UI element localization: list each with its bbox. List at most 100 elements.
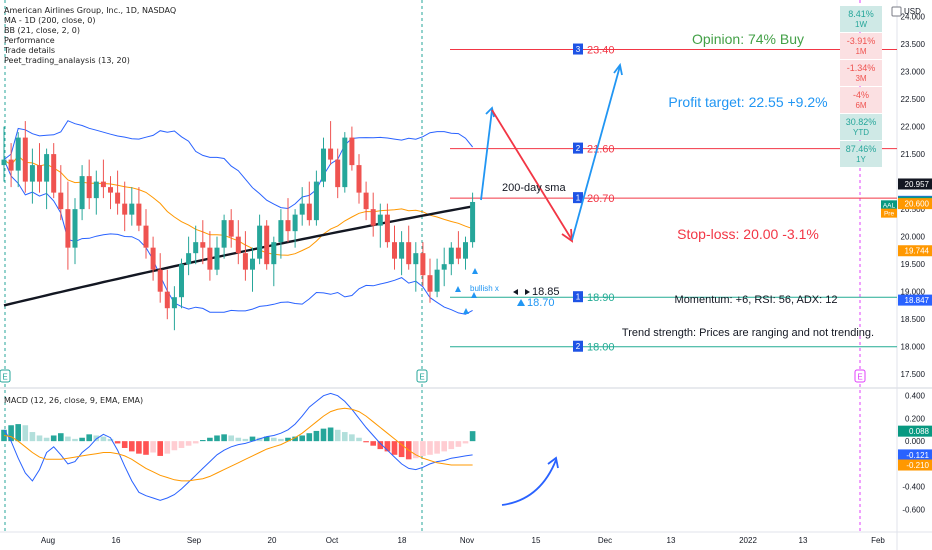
macd-histogram-bar[interactable] bbox=[334, 429, 341, 442]
macd-histogram-bar[interactable] bbox=[29, 432, 36, 442]
macd-histogram-bar[interactable] bbox=[1, 429, 7, 442]
candle[interactable] bbox=[65, 209, 71, 248]
macd-histogram-bar[interactable] bbox=[441, 441, 447, 452]
candle[interactable] bbox=[392, 242, 397, 259]
candle[interactable] bbox=[463, 242, 468, 259]
candle[interactable] bbox=[29, 165, 35, 182]
candle[interactable] bbox=[292, 214, 298, 232]
macd-histogram-bar[interactable] bbox=[114, 441, 121, 444]
candle[interactable] bbox=[79, 176, 85, 210]
macd-histogram-bar[interactable] bbox=[43, 437, 50, 442]
macd-histogram-bar[interactable] bbox=[434, 441, 440, 454]
macd-histogram-bar[interactable] bbox=[129, 441, 135, 452]
candle[interactable] bbox=[448, 247, 454, 265]
macd-histogram-bar[interactable] bbox=[200, 440, 206, 442]
perf-box[interactable] bbox=[840, 114, 882, 140]
macd-histogram-bar[interactable] bbox=[448, 441, 455, 450]
macd-histogram-bar[interactable] bbox=[58, 433, 64, 442]
candle[interactable] bbox=[108, 187, 113, 193]
candle[interactable] bbox=[342, 137, 348, 188]
macd-histogram-bar[interactable] bbox=[377, 441, 384, 450]
candle[interactable] bbox=[228, 220, 234, 237]
earnings-marker[interactable] bbox=[416, 369, 428, 383]
candle[interactable] bbox=[51, 154, 57, 193]
candle[interactable] bbox=[399, 242, 405, 259]
candle[interactable] bbox=[370, 209, 376, 226]
candle[interactable] bbox=[221, 220, 227, 248]
candle[interactable] bbox=[470, 201, 476, 243]
candle[interactable] bbox=[306, 203, 312, 221]
candle[interactable] bbox=[406, 242, 412, 265]
candle[interactable] bbox=[157, 269, 163, 292]
candle[interactable] bbox=[193, 242, 199, 254]
macd-histogram-bar[interactable] bbox=[100, 436, 107, 442]
candle[interactable] bbox=[356, 165, 362, 193]
macd-histogram-bar[interactable] bbox=[50, 435, 57, 442]
macd-histogram-bar[interactable] bbox=[356, 437, 362, 442]
candle[interactable] bbox=[455, 247, 461, 259]
macd-histogram-bar[interactable] bbox=[469, 431, 476, 442]
candle[interactable] bbox=[22, 137, 28, 182]
candle[interactable] bbox=[171, 297, 177, 309]
macd-histogram-bar[interactable] bbox=[370, 441, 376, 446]
macd-histogram-bar[interactable] bbox=[72, 438, 78, 442]
macd-histogram-bar[interactable] bbox=[256, 437, 263, 442]
candle[interactable] bbox=[427, 275, 433, 292]
candle[interactable] bbox=[207, 247, 213, 270]
candle[interactable] bbox=[164, 291, 170, 309]
candle[interactable] bbox=[285, 220, 291, 232]
macd-histogram-bar[interactable] bbox=[249, 436, 256, 442]
macd-histogram-bar[interactable] bbox=[299, 435, 305, 442]
macd-histogram-bar[interactable] bbox=[15, 424, 21, 442]
candle[interactable] bbox=[136, 203, 142, 226]
macd-histogram-bar[interactable] bbox=[150, 441, 156, 453]
macd-histogram-bar[interactable] bbox=[242, 438, 249, 442]
macd-histogram-bar[interactable] bbox=[363, 441, 369, 443]
macd-histogram-bar[interactable] bbox=[420, 441, 426, 456]
macd-histogram-bar[interactable] bbox=[8, 425, 14, 442]
candle[interactable] bbox=[186, 253, 192, 265]
macd-histogram-bar[interactable] bbox=[143, 441, 149, 455]
macd-legend[interactable]: MACD (12, 26, close, 9, EMA, EMA) bbox=[4, 396, 144, 405]
candle[interactable] bbox=[363, 192, 369, 210]
earnings-marker[interactable] bbox=[0, 369, 11, 383]
macd-histogram-bar[interactable] bbox=[36, 435, 43, 442]
candle[interactable] bbox=[86, 176, 92, 199]
indicator-trade-details[interactable]: Trade details bbox=[4, 46, 56, 55]
candle[interactable] bbox=[72, 209, 78, 248]
macd-histogram-bar[interactable] bbox=[192, 441, 199, 444]
candle[interactable] bbox=[122, 203, 128, 215]
candle[interactable] bbox=[1, 159, 7, 166]
perf-box[interactable] bbox=[840, 60, 882, 86]
candle[interactable] bbox=[328, 148, 334, 160]
candle[interactable] bbox=[58, 192, 64, 210]
candle[interactable] bbox=[349, 137, 355, 166]
perf-box[interactable] bbox=[840, 6, 882, 32]
candle[interactable] bbox=[143, 225, 149, 248]
macd-histogram-bar[interactable] bbox=[271, 437, 277, 442]
candle[interactable] bbox=[150, 247, 156, 270]
macd-histogram-bar[interactable] bbox=[398, 441, 405, 458]
perf-box[interactable] bbox=[840, 87, 882, 113]
indicator-peet[interactable]: Peet_trading_analaysis (13, 20) bbox=[4, 56, 130, 65]
macd-histogram-bar[interactable] bbox=[306, 433, 313, 442]
candle[interactable] bbox=[8, 159, 14, 171]
macd-histogram-bar[interactable] bbox=[342, 432, 348, 442]
macd-histogram-bar[interactable] bbox=[292, 436, 298, 442]
candle[interactable] bbox=[321, 148, 326, 182]
candle[interactable] bbox=[413, 253, 419, 265]
macd-histogram-bar[interactable] bbox=[384, 441, 391, 452]
indicator-bb[interactable]: BB (21, close, 2, 0) bbox=[4, 26, 80, 35]
macd-histogram-bar[interactable] bbox=[65, 436, 71, 442]
macd-histogram-bar[interactable] bbox=[121, 441, 128, 448]
macd-histogram-bar[interactable] bbox=[313, 430, 320, 442]
candle[interactable] bbox=[377, 214, 383, 226]
candle[interactable] bbox=[129, 203, 135, 215]
indicator-performance[interactable]: Performance bbox=[4, 36, 55, 45]
macd-histogram-bar[interactable] bbox=[235, 437, 242, 442]
macd-histogram-bar[interactable] bbox=[462, 441, 469, 444]
candle[interactable] bbox=[44, 154, 50, 182]
candle[interactable] bbox=[420, 253, 426, 276]
macd-histogram-bar[interactable] bbox=[79, 437, 85, 442]
macd-histogram-bar[interactable] bbox=[455, 441, 462, 447]
